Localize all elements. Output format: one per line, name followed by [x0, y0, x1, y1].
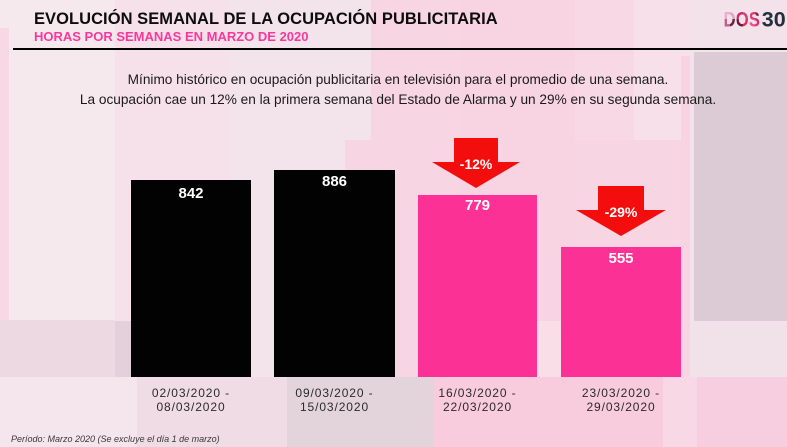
- svg-text:-12%: -12%: [460, 156, 493, 172]
- svg-text:30: 30: [762, 9, 786, 31]
- svg-text:-29%: -29%: [605, 204, 638, 220]
